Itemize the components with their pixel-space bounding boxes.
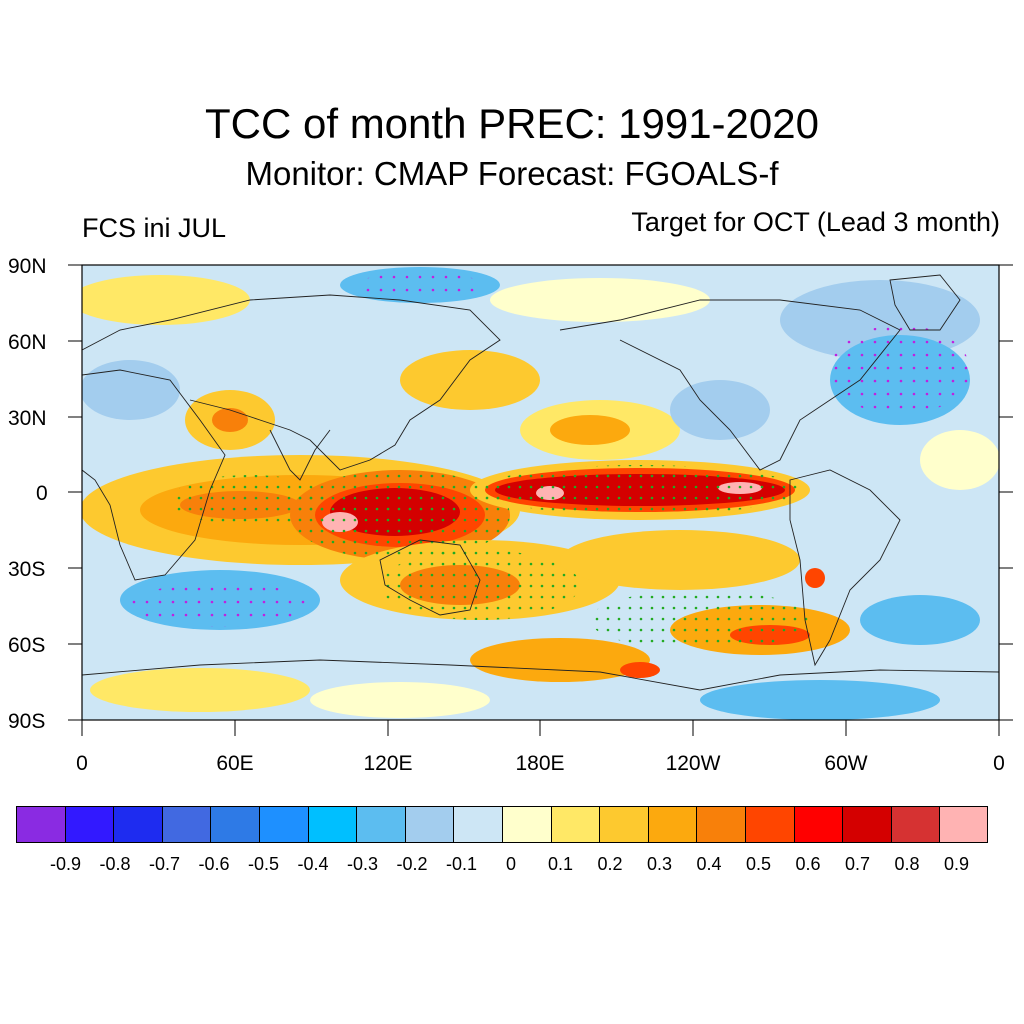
x-tick-label: 120E [363, 752, 413, 775]
y-tick-label: 60N [8, 331, 47, 354]
colorbar-label: -0.2 [396, 854, 428, 874]
tcc-map [68, 264, 1013, 736]
target-label: Target for OCT (Lead 3 month) [631, 207, 1000, 237]
coastlines [82, 274, 999, 691]
colorbar-swatch [161, 806, 211, 843]
colorbar-label: -0.5 [247, 854, 280, 874]
colorbar-label: 0.1 [547, 854, 574, 874]
colorbar-label: -0.3 [346, 854, 379, 874]
colorbar-swatch [550, 806, 600, 843]
colorbar-swatch [939, 806, 988, 843]
colorbar-label: -0.4 [297, 854, 329, 874]
x-tick-label: 60E [216, 752, 254, 775]
colorbar-swatch [113, 806, 162, 843]
colorbar-label: 0 [505, 854, 516, 874]
colorbar-label: 0.7 [844, 854, 871, 874]
y-tick-label: 0 [36, 482, 48, 505]
colorbar-label: -0.1 [445, 854, 478, 874]
colorbar-swatch [210, 806, 259, 843]
colorbar-swatch [793, 806, 843, 843]
x-tick-label: 60W [824, 752, 868, 775]
colorbar-label: -0.9 [49, 854, 82, 874]
map-title: TCC of month PREC: 1991-2020 [205, 100, 819, 147]
x-tick-label: 180E [515, 752, 565, 775]
contour-field [82, 265, 999, 720]
colorbar-swatch [404, 806, 454, 843]
colorbar [16, 806, 988, 843]
colorbar-label: 0.2 [597, 854, 623, 874]
colorbar-swatch [696, 806, 745, 843]
initialization-label: FCS ini JUL [82, 213, 227, 243]
colorbar-label: 0.4 [696, 854, 722, 874]
colorbar-swatch [647, 806, 697, 843]
colorbar-swatch [599, 806, 648, 843]
colorbar-label: 0.8 [894, 854, 920, 874]
x-tick-marks [81, 720, 1000, 736]
x-tick-label: 0 [993, 752, 1005, 775]
colorbar-swatch [16, 806, 65, 843]
y-tick-label: 30S [8, 558, 46, 581]
y-tick-marks [68, 264, 1013, 721]
colorbar-swatch [744, 806, 794, 843]
colorbar-label: 0.5 [745, 854, 772, 874]
colorbar-label: 0.3 [646, 854, 673, 874]
colorbar-label: -0.7 [148, 854, 181, 874]
colorbar-swatch [356, 806, 405, 843]
colorbar-swatch [890, 806, 940, 843]
map-subtitle: Monitor: CMAP Forecast: FGOALS-f [245, 155, 779, 192]
colorbar-swatch [307, 806, 357, 843]
x-tick-label: 0 [76, 752, 88, 775]
y-tick-label: 30N [8, 407, 47, 430]
y-tick-label: 90N [8, 255, 47, 278]
colorbar-label: 0.9 [943, 854, 970, 874]
colorbar-labels: -0.9 -0.8 -0.7 -0.6 -0.5 -0.4 -0.3 -0.2 -0.1 0 0.1… [0, 852, 1024, 876]
y-tick-label: 90S [8, 710, 46, 733]
colorbar-label: 0.6 [795, 854, 821, 874]
colorbar-swatch [453, 806, 502, 843]
colorbar-label: -0.8 [99, 854, 131, 874]
colorbar-swatch [258, 806, 308, 843]
colorbar-swatch [64, 806, 114, 843]
x-tick-label: 120W [665, 752, 721, 775]
y-tick-label: 60S [8, 634, 46, 657]
colorbar-swatch [842, 806, 891, 843]
colorbar-swatch [501, 806, 551, 843]
colorbar-label: -0.6 [198, 854, 230, 874]
